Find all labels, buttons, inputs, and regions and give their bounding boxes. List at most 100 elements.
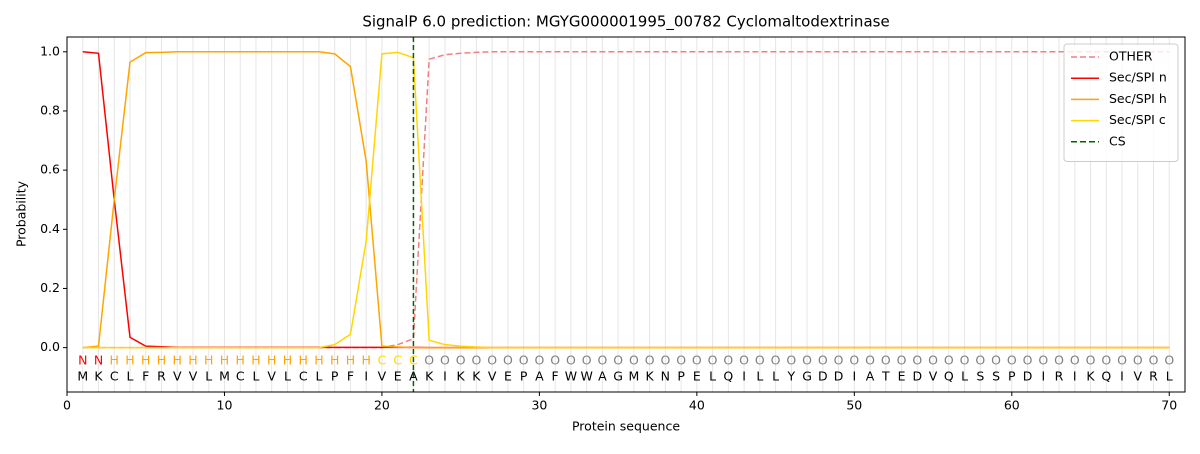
y-tick-label: 0.0 [40, 339, 60, 354]
region-label: O [723, 353, 733, 368]
region-label: O [456, 353, 466, 368]
region-label: O [582, 353, 592, 368]
region-label: O [660, 353, 670, 368]
residue-label: W [565, 369, 577, 384]
region-label: O [928, 353, 938, 368]
region-label: O [881, 353, 891, 368]
region-label: H [361, 353, 370, 368]
region-label: O [1070, 353, 1080, 368]
region-label: O [1086, 353, 1096, 368]
region-label: O [991, 353, 1001, 368]
region-label: C [393, 353, 402, 368]
region-label: H [330, 353, 339, 368]
residue-label: L [961, 369, 968, 384]
region-label: O [818, 353, 828, 368]
residue-label: L [127, 369, 134, 384]
residue-label: I [1120, 369, 1124, 384]
residue-label: S [992, 369, 1000, 384]
residue-label: L [252, 369, 259, 384]
region-label: O [1054, 353, 1064, 368]
residue-label: I [742, 369, 746, 384]
residue-label: V [929, 369, 938, 384]
region-label: O [708, 353, 718, 368]
residue-label: R [1055, 369, 1064, 384]
x-tick-label: 10 [217, 398, 233, 413]
residue-label: F [347, 369, 354, 384]
series-line [82, 51, 1170, 349]
residue-label: Q [944, 369, 954, 384]
region-label: O [503, 353, 513, 368]
residue-label: K [472, 369, 481, 384]
region-label: O [471, 353, 481, 368]
residue-label: Y [787, 369, 796, 384]
region-label: H [298, 353, 307, 368]
residue-label: F [142, 369, 149, 384]
residue-label: A [535, 369, 544, 384]
residue-label: R [1149, 369, 1158, 384]
residue-label: P [677, 369, 685, 384]
residue-label: K [425, 369, 434, 384]
region-label: H [220, 353, 229, 368]
residue-label: V [488, 369, 497, 384]
y-tick-label: 0.6 [40, 162, 60, 177]
residue-label: M [77, 369, 88, 384]
residue-label: Q [1101, 369, 1111, 384]
region-label: O [912, 353, 922, 368]
region-label: O [786, 353, 796, 368]
region-label: H [346, 353, 355, 368]
residue-label: I [443, 369, 447, 384]
region-label: O [597, 353, 607, 368]
residue-label: K [646, 369, 655, 384]
residue-label: E [693, 369, 701, 384]
region-label: O [849, 353, 859, 368]
region-label: O [897, 353, 907, 368]
region-label: C [378, 353, 387, 368]
region-label: O [834, 353, 844, 368]
region-label: O [550, 353, 560, 368]
region-label: O [1164, 353, 1174, 368]
region-label: C [409, 353, 418, 368]
region-label: O [645, 353, 655, 368]
region-label: N [78, 353, 87, 368]
x-axis-label: Protein sequence [572, 419, 680, 434]
residue-label: W [580, 369, 592, 384]
residue-label: P [331, 369, 339, 384]
residue-label: K [1086, 369, 1095, 384]
residue-label: L [284, 369, 291, 384]
residue-label: G [802, 369, 812, 384]
residue-label: L [315, 369, 322, 384]
residue-label: L [756, 369, 763, 384]
region-label: H [157, 353, 166, 368]
legend-label: Sec/SPI n [1109, 70, 1167, 85]
region-label: O [519, 353, 529, 368]
residue-label: M [219, 369, 230, 384]
region-label: O [534, 353, 544, 368]
residue-label: V [1133, 369, 1142, 384]
y-tick-label: 0.8 [40, 102, 60, 117]
region-label: H [283, 353, 292, 368]
residue-label: M [628, 369, 639, 384]
residue-label: I [1041, 369, 1045, 384]
residue-label: C [236, 369, 245, 384]
series-line [82, 51, 1170, 349]
region-label: O [960, 353, 970, 368]
region-label: H [110, 353, 119, 368]
region-label: O [865, 353, 875, 368]
region-label: O [424, 353, 434, 368]
residue-label: I [852, 369, 856, 384]
residue-label: D [834, 369, 844, 384]
legend-label: CS [1109, 133, 1126, 148]
residue-label: D [818, 369, 828, 384]
region-label: H [204, 353, 213, 368]
region-label: O [487, 353, 497, 368]
residue-label: E [504, 369, 512, 384]
region-label: O [676, 353, 686, 368]
legend-label: OTHER [1109, 49, 1153, 64]
region-label: O [1007, 353, 1017, 368]
residue-label: A [866, 369, 875, 384]
residue-label: L [205, 369, 212, 384]
legend-label: Sec/SPI h [1109, 91, 1167, 106]
residue-label: I [1073, 369, 1077, 384]
residue-label: A [598, 369, 607, 384]
residue-label: D [912, 369, 922, 384]
